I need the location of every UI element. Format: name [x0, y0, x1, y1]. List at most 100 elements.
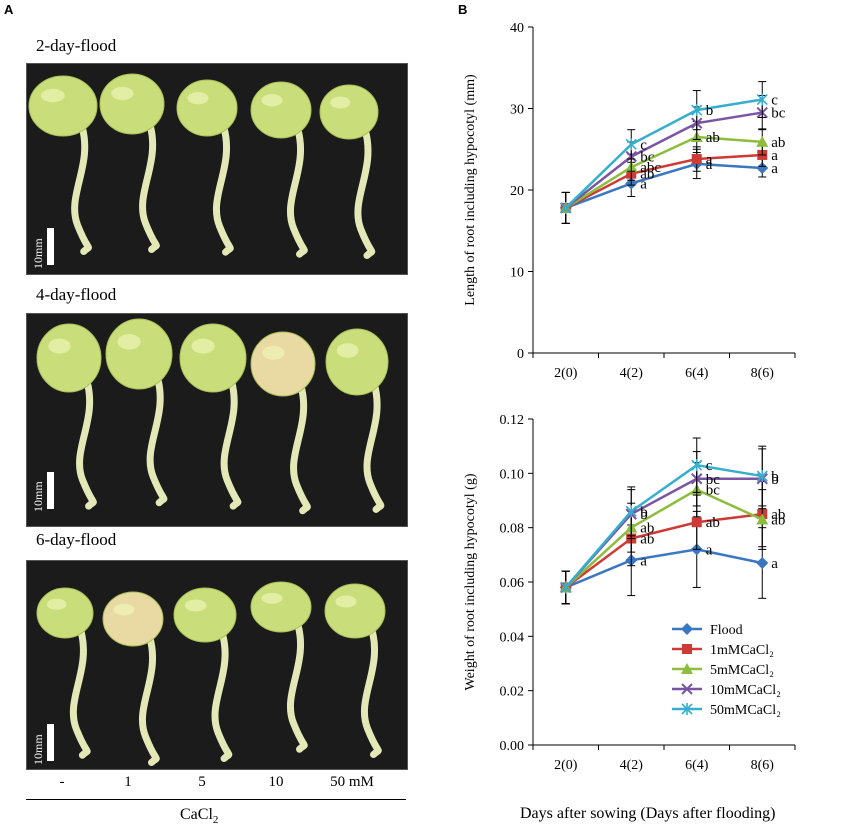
y-tick-label: 0 [517, 347, 524, 362]
legend-label: 10mMCaCl₂ [710, 683, 781, 698]
seedling [99, 73, 165, 253]
treatment-label: - [59, 774, 65, 790]
legend-label: 5mMCaCl₂ [710, 663, 774, 678]
seed-highlight [336, 343, 359, 358]
photo-title-6day: 6-day-flood [36, 530, 117, 549]
x-tick-label: 4(2) [620, 758, 644, 773]
y-tick-label: 0.02 [500, 685, 525, 700]
seedling [176, 79, 238, 256]
seedling [250, 331, 316, 515]
series-line [565, 162, 763, 210]
treatment-rule [26, 799, 406, 800]
x-tick-label: 6(4) [685, 758, 709, 773]
photo-4day-flood: 10mm [26, 313, 408, 527]
point-marker [682, 644, 692, 654]
point-marker [681, 623, 693, 635]
seedling [105, 318, 173, 507]
hypocotyl-root [354, 126, 376, 260]
series-line [565, 548, 763, 589]
series-line [564, 488, 763, 589]
point-marker [756, 135, 769, 147]
series-line [565, 153, 763, 210]
seed-highlight [113, 603, 135, 616]
significance-label: ab [771, 507, 785, 523]
seed-highlight [330, 96, 351, 109]
hypocotyl-root [286, 124, 308, 258]
point-marker [681, 663, 693, 674]
series-10mMCaCl2: bc bc [560, 94, 786, 224]
scale-bar [47, 228, 54, 265]
series-line [565, 135, 763, 209]
root-length-chart: 0 10 20 30 40 2(0) 4(2) 6(4) 8(6) Length of root … [463, 21, 796, 381]
hypocotyl-root [212, 122, 234, 256]
hypocotyl-root [146, 373, 168, 507]
y-tick-label: 0.08 [500, 522, 525, 537]
seed-highlight [40, 88, 65, 103]
hypocotyl-root [139, 120, 160, 253]
point-marker [691, 517, 702, 528]
significance-label: b [771, 469, 779, 485]
treatment-label: 1 [124, 774, 132, 790]
significance-label: ab [640, 521, 654, 537]
seedling [325, 328, 389, 513]
scale-bar [47, 472, 54, 509]
legend-label: 50mMCaCl₂ [710, 703, 781, 718]
significance-label: abc [640, 160, 661, 176]
point-marker [691, 154, 702, 165]
legend-label: Flood [710, 623, 743, 638]
seedling [36, 587, 94, 759]
point-marker [756, 556, 769, 569]
series-1mMCaCl2: aba a [560, 143, 778, 224]
seed-highlight [46, 598, 67, 610]
compound-label: CaCl2 [180, 806, 219, 827]
shared-x-axis-label: Days after sowing (Days after flooding) [520, 805, 776, 822]
photo-6day-flood: 10mm [26, 560, 408, 770]
series-line [565, 512, 763, 589]
significance-label: bc [640, 150, 655, 166]
significance-label: ab [771, 135, 785, 151]
seed-highlight [187, 92, 209, 105]
point-marker [681, 683, 693, 695]
seed-highlight [191, 338, 215, 354]
significance-label: bc [706, 483, 721, 499]
seedlings [28, 73, 379, 260]
series-line [564, 98, 763, 209]
significance-label: bc [706, 472, 721, 488]
y-tick-label: 0.10 [500, 467, 525, 482]
significance-label: bc [771, 106, 786, 122]
seed-highlight [261, 592, 283, 604]
significance-label: c [640, 137, 647, 153]
significance-label: a [640, 553, 647, 569]
seedling [102, 591, 164, 767]
seedling [324, 583, 386, 759]
treatment-label: 10 [268, 774, 284, 790]
hypocotyl-root [286, 619, 308, 753]
significance-label: a [640, 176, 647, 192]
legend: Flood 1mMCaCl₂ 5mMCaCl₂ 10mMCaCl₂ 50mMCaCl₂ [672, 623, 781, 718]
seed-highlight [117, 334, 141, 350]
panel-letter-a: A [4, 2, 14, 17]
y-tick-label: 40 [510, 21, 524, 36]
y-tick-label: 20 [510, 184, 524, 199]
significance-label: a [771, 556, 778, 572]
significance-label: a [706, 152, 713, 168]
significance-label: a [771, 148, 778, 164]
significance-label: b [771, 472, 779, 488]
photo-title-4day: 4-day-flood [36, 285, 117, 304]
seed-highlight [262, 345, 285, 360]
seedling [250, 581, 312, 753]
point-marker [756, 161, 769, 174]
y-tick-label: 30 [510, 103, 524, 118]
significance-label: b [640, 507, 648, 523]
significance-label: a [771, 161, 778, 177]
hypocotyl-root [71, 122, 92, 255]
y-tick-label: 0.00 [500, 739, 525, 754]
significance-label: a [706, 157, 713, 173]
hypocotyl-root [290, 381, 311, 515]
x-tick-label: 2(0) [554, 366, 578, 381]
seedling [179, 323, 247, 510]
x-tick-label: 4(2) [620, 366, 644, 381]
seedlings [36, 318, 389, 515]
significance-label: ab [706, 130, 720, 146]
significance-label: a [706, 542, 713, 558]
